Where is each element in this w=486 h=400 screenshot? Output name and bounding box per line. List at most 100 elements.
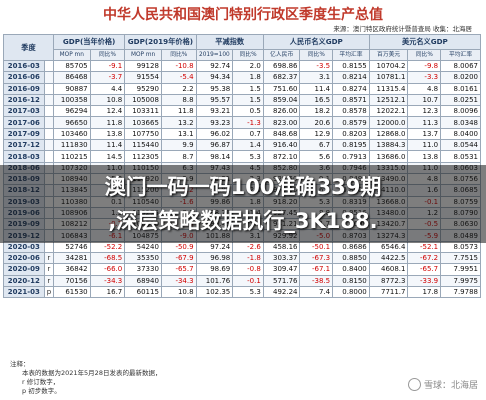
value-cell: 13884.3 — [368, 139, 409, 152]
value-cell: -67.9 — [160, 252, 197, 265]
flag-cell: r — [43, 263, 54, 276]
value-cell: 0.8579 — [332, 116, 370, 129]
value-cell: 17.8 — [407, 285, 442, 299]
value-cell: 105008 — [124, 93, 162, 107]
value-cell: 7.9951 — [440, 263, 481, 276]
note-line: 注释： — [10, 360, 30, 368]
value-cell: 16.5 — [299, 93, 334, 107]
flag-cell — [43, 116, 54, 129]
value-cell: 0.7913 — [332, 150, 370, 163]
value-cell: 751.60 — [262, 82, 301, 95]
value-cell: 8.0200 — [440, 71, 481, 84]
flag-cell: r — [43, 252, 54, 265]
value-cell: -33.9 — [407, 274, 442, 287]
subheader-cell: 同比% — [299, 49, 334, 61]
flag-cell: r — [43, 274, 54, 287]
value-cell: -65.7 — [407, 263, 442, 276]
value-cell: 35350 — [124, 252, 162, 265]
quarter-cell: 2020-06 — [3, 252, 45, 265]
subheader-cell: MOP mn — [124, 49, 162, 61]
value-cell: 5.3 — [232, 285, 264, 299]
flag-cell — [43, 105, 54, 118]
flag-cell — [43, 59, 54, 73]
value-cell: 8772.3 — [368, 274, 409, 287]
flag-cell — [43, 139, 54, 152]
value-cell: 5.3 — [232, 150, 264, 163]
value-cell: 12.4 — [89, 105, 126, 118]
value-cell: 103460 — [52, 127, 91, 141]
value-cell: 10781.1 — [368, 71, 409, 84]
value-cell: 8.0251 — [440, 93, 481, 107]
gdp-table: 季度 GDP(当年价格) GDP(2019年价格) 平减指数 人民币名义GDP … — [3, 34, 482, 299]
notes: 注释： 本表的数据为2021年5月28日发表的最新数据， r 修订数字， p 初… — [10, 360, 161, 396]
value-cell: 823.00 — [262, 116, 301, 129]
value-cell: -34.3 — [160, 274, 197, 287]
subheader-cell: 同比% — [232, 49, 264, 61]
value-cell: -67.1 — [299, 263, 334, 276]
value-cell: 7.9788 — [440, 285, 481, 299]
value-cell: 12868.0 — [368, 127, 409, 141]
value-cell: 10.8 — [160, 285, 197, 299]
value-cell: 98.69 — [195, 263, 234, 276]
value-cell: -9.8 — [407, 59, 442, 73]
value-cell: 36842 — [52, 263, 91, 276]
flag-cell: p — [43, 285, 54, 299]
value-cell: 0.8150 — [332, 274, 370, 287]
table-row: 2016-06 86468 -3.7 91554 -5.4 94.34 1.8 682.37 3… — [3, 71, 481, 84]
quarter-cell: 2021-03 — [3, 285, 45, 299]
subheader-cell: 2019=100 — [195, 49, 234, 61]
value-cell: 0.8400 — [332, 263, 370, 276]
value-cell: 10704.2 — [368, 59, 409, 73]
value-cell: 0.8155 — [332, 59, 370, 73]
value-cell: 698.86 — [262, 59, 301, 73]
value-cell: 11.4 — [89, 139, 126, 152]
value-cell: 70156 — [52, 274, 91, 287]
value-cell: -68.5 — [89, 252, 126, 265]
value-cell: 0.7 — [232, 127, 264, 141]
value-cell: -67.2 — [407, 252, 442, 265]
value-cell: 7711.7 — [368, 285, 409, 299]
table-row: 2016-12 100358 10.8 105008 8.8 95.57 1.5 859.04… — [3, 93, 481, 107]
overlay-line-1: 澳门一码一码100准确339期 — [104, 175, 382, 199]
quarter-cell: 2017-06 — [3, 116, 45, 129]
table-row: 2020-09 r 36842 -66.0 37330 -65.7 98.69 -0.8 309… — [3, 263, 481, 276]
subheader-cell: MOP mn — [52, 49, 91, 61]
value-cell: 8.0067 — [440, 59, 481, 73]
value-cell: 14.5 — [89, 150, 126, 163]
value-cell: 107750 — [124, 127, 162, 141]
value-cell: 7.4 — [299, 285, 334, 299]
value-cell: 12.3 — [407, 105, 442, 118]
flag-cell — [43, 150, 54, 163]
value-cell: -34.3 — [89, 274, 126, 287]
value-cell: 309.47 — [262, 263, 301, 276]
value-cell: 1.4 — [232, 139, 264, 152]
value-cell: 8.0161 — [440, 82, 481, 95]
value-cell: 13.8 — [89, 127, 126, 141]
value-cell: 8.7 — [160, 150, 197, 163]
value-cell: 111830 — [52, 139, 91, 152]
value-cell: 11315.4 — [368, 82, 409, 95]
value-cell: 5.6 — [299, 150, 334, 163]
value-cell: 0.8578 — [332, 105, 370, 118]
value-cell: 110215 — [52, 150, 91, 163]
value-cell: 2.0 — [232, 59, 264, 73]
value-cell: 13686.0 — [368, 150, 409, 163]
value-cell: 4422.5 — [368, 252, 409, 265]
quarter-cell: 2016-09 — [3, 82, 45, 95]
value-cell: -38.5 — [299, 274, 334, 287]
value-cell: -0.8 — [232, 263, 264, 276]
value-cell: 61530 — [52, 285, 91, 299]
header-gdp-2019: GDP(2019年价格) — [124, 34, 197, 50]
flag-cell — [43, 93, 54, 107]
value-cell: 103311 — [124, 105, 162, 118]
value-cell: 848.68 — [262, 127, 301, 141]
value-cell: -66.0 — [89, 263, 126, 276]
header-quarter: 季度 — [3, 34, 54, 61]
note-line: p 初步数字。 — [22, 387, 61, 395]
value-cell: 11.4 — [299, 82, 334, 95]
value-cell: 4608.1 — [368, 263, 409, 276]
table-subheader-row: MOP mn 同比% MOP mn 同比% 2019=100 同比% 亿人民币 同比% 平均汇率… — [4, 49, 481, 61]
value-cell: 11.0 — [407, 139, 442, 152]
value-cell: 103665 — [124, 116, 162, 129]
value-cell: -3.7 — [89, 71, 126, 84]
